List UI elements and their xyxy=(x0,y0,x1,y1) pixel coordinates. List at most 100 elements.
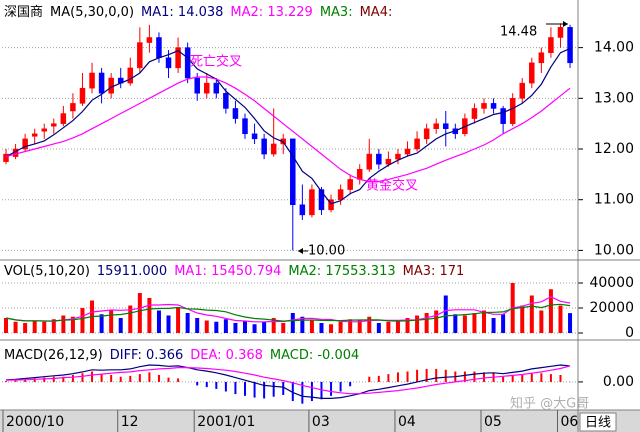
candle-body xyxy=(395,153,401,160)
volume-bar xyxy=(195,318,200,333)
candle-body xyxy=(137,42,143,69)
volume-bar xyxy=(51,319,56,333)
legend-entry: MA1: 14.038 xyxy=(141,5,223,20)
volume-bar xyxy=(415,315,420,333)
volume-bar xyxy=(61,315,66,333)
volume-bar xyxy=(233,323,238,333)
volume-bar xyxy=(176,308,181,333)
candle-body xyxy=(51,123,57,127)
annotation: 10.00 xyxy=(308,244,345,259)
candle-body xyxy=(347,179,353,190)
volume-bar xyxy=(558,305,563,333)
volume-bar xyxy=(271,318,276,333)
volume-bar xyxy=(405,318,410,333)
volume-bar xyxy=(482,310,486,333)
candle-body xyxy=(98,72,105,94)
candle-body xyxy=(471,108,478,119)
volume-bar xyxy=(128,305,133,333)
volume-bar xyxy=(223,319,228,333)
candle-body xyxy=(3,153,9,162)
candle-body xyxy=(146,37,153,43)
candle-body xyxy=(242,118,248,135)
candle-body xyxy=(318,189,325,211)
volume-bar xyxy=(243,320,247,333)
volume-bar xyxy=(290,313,295,333)
panel-header: 深国商 MA(5,30,0,0) MA1: 14.038 MA2: 13.229 MA3… xyxy=(4,5,392,20)
y-tick-label: 13.00 xyxy=(594,90,634,106)
annotation-arrowhead xyxy=(563,21,568,27)
annotation: 黄金交叉 xyxy=(366,178,418,194)
legend-entry: MA2: 17553.313 xyxy=(288,264,395,279)
volume-bar xyxy=(529,295,534,333)
ma-line xyxy=(5,48,571,205)
candle-body xyxy=(60,113,67,124)
candle-body xyxy=(433,123,439,129)
volume-bar xyxy=(147,298,152,333)
candle-body xyxy=(22,138,28,150)
period-box xyxy=(579,412,617,432)
volume-bar xyxy=(32,320,37,333)
candle-body xyxy=(261,138,267,155)
candle-body xyxy=(175,47,181,69)
ma-line xyxy=(5,76,571,183)
candle-body xyxy=(165,57,172,69)
candle-body xyxy=(70,103,76,112)
candle-body xyxy=(509,98,516,124)
candle-body xyxy=(213,82,220,94)
candle-body xyxy=(204,82,210,94)
candle-body xyxy=(251,133,258,140)
x-tick-label: 04 xyxy=(398,414,416,430)
y-tick-label: 11.00 xyxy=(594,192,634,208)
volume-bar xyxy=(185,313,190,333)
volume-bar xyxy=(424,313,429,333)
candle-body xyxy=(31,133,38,137)
volume-bar xyxy=(348,319,353,333)
volume-bar xyxy=(4,318,8,333)
volume-bar xyxy=(548,289,553,333)
annotation: 死亡交叉 xyxy=(190,54,242,70)
candle-body xyxy=(404,148,411,155)
candle-body xyxy=(223,92,229,109)
y-tick-label: 40000 xyxy=(589,275,634,291)
candle-body xyxy=(548,37,554,53)
legend-entry: MA3: xyxy=(320,5,353,20)
panel-header: VOL(5,10,20) 15911.000 MA1: 15450.794 MA2: … xyxy=(4,264,464,279)
candle-body xyxy=(194,77,200,94)
candle-body xyxy=(79,87,86,104)
volume-bar xyxy=(23,323,28,333)
candle-body xyxy=(356,169,363,180)
legend-entry: MA3: 171 xyxy=(403,264,465,279)
volume-bar xyxy=(462,315,467,333)
annotation-arrowhead xyxy=(298,248,303,254)
candle-body xyxy=(299,204,306,216)
volume-bar xyxy=(281,323,286,333)
volume-bar xyxy=(329,324,334,333)
candle-body xyxy=(443,123,449,129)
legend-entry: MACD: -0.004 xyxy=(270,348,359,363)
legend-entry: MA2: 13.229 xyxy=(230,5,312,20)
volume-bar xyxy=(338,321,343,333)
candle-body xyxy=(519,82,525,99)
volume-bar xyxy=(539,310,544,333)
volume-bar xyxy=(376,323,381,333)
candle-body xyxy=(290,138,296,206)
volume-bar xyxy=(13,321,18,333)
legend-entry: MA4: xyxy=(360,5,393,20)
candle-body xyxy=(366,153,373,170)
volume-bar xyxy=(472,313,477,333)
volume-bar xyxy=(137,293,142,333)
volume-bar xyxy=(395,320,400,333)
legend-entry: DEA: 0.368 xyxy=(190,348,263,363)
x-tick-label: 2001/01 xyxy=(197,414,255,430)
candle-body xyxy=(423,128,430,140)
x-tick-label: 05 xyxy=(484,414,502,430)
ma-line xyxy=(5,365,571,395)
x-tick-label: 12 xyxy=(121,414,139,430)
volume-bar xyxy=(309,320,314,333)
candle-body xyxy=(500,108,506,124)
volume-bar xyxy=(109,310,114,333)
candle-body xyxy=(127,67,134,84)
candle-body xyxy=(376,153,382,165)
volume-bar xyxy=(166,315,171,333)
legend-entry: 15911.000 xyxy=(97,264,167,279)
